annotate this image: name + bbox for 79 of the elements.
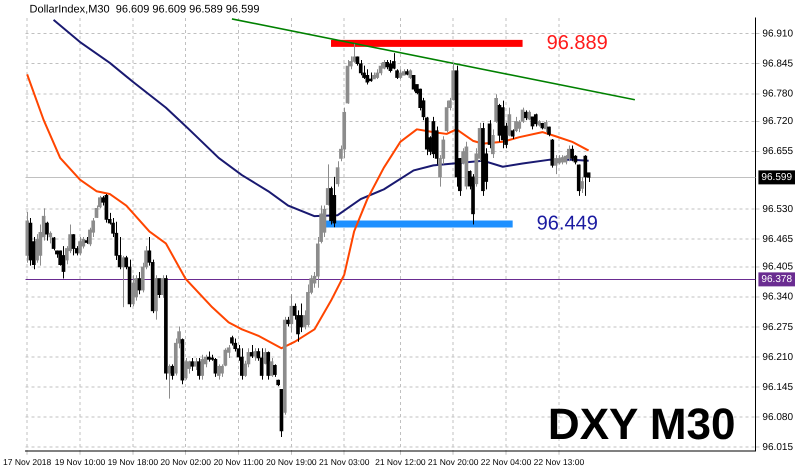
x-tick-label: 22 Nov 13:00: [534, 457, 584, 468]
candlestick: [290, 294, 294, 333]
x-tick-label: 20 Nov 11:00: [214, 457, 264, 468]
candlestick: [378, 62, 382, 76]
x-tick-label: 22 Nov 04:00: [480, 457, 532, 468]
y-tick-label: 96.340: [762, 292, 794, 303]
candlestick: [566, 144, 571, 162]
x-tick-label: 17 Nov 2018: [3, 457, 52, 468]
candlestick: [491, 128, 495, 158]
candlestick: [299, 302, 304, 333]
annotation: 96.889: [546, 32, 608, 54]
x-tick-label: 19 Nov 10:00: [54, 457, 106, 468]
candlestick: [160, 274, 164, 298]
candlestick: [444, 100, 448, 133]
annotation: DXY M30: [548, 400, 736, 449]
candlestick: [273, 364, 277, 378]
x-tick-label: 20 Nov 02:00: [160, 457, 212, 468]
candlestick: [398, 68, 402, 80]
candlestick: [78, 236, 82, 256]
candlestick: [336, 160, 340, 188]
x-tick-label: 21 Nov 20:00: [428, 457, 479, 468]
x-tick-label: 21 Nov 12:00: [375, 457, 426, 468]
y-tick-label: 96.210: [762, 352, 794, 363]
candlestick: [557, 154, 561, 165]
annotation: 96.449: [536, 212, 598, 235]
candlestick: [260, 348, 264, 380]
candlestick: [170, 364, 174, 380]
candlestick: [488, 120, 492, 149]
y-tick-label: 96.910: [762, 28, 794, 40]
candlestick: [508, 107, 512, 137]
x-tick-label: 21 Nov 03:00: [318, 457, 370, 468]
x-tick-label: 20 Nov 19:00: [266, 457, 317, 468]
candlestick: [270, 357, 274, 378]
candlestick: [358, 60, 363, 76]
candlestick: [197, 357, 201, 380]
ref-line-label: 96.599: [761, 172, 792, 184]
candlestick: [514, 116, 518, 133]
candlestick: [240, 348, 244, 380]
candlestick: [412, 74, 416, 92]
x-tick-label: 19 Nov 18:00: [108, 457, 158, 468]
candlestick: [187, 360, 191, 374]
chart-title: DollarIndex,M30 96.609 96.609 96.589 96.599: [30, 4, 260, 16]
candlestick: [52, 236, 56, 251]
candlestick: [48, 230, 52, 244]
y-tick-label: 96.015: [762, 442, 794, 453]
candlestick: [395, 68, 399, 80]
candlestick: [524, 110, 528, 121]
candlestick: [214, 357, 218, 378]
candlestick: [62, 246, 66, 280]
y-tick-label: 96.080: [762, 412, 794, 423]
candlestick: [583, 154, 588, 196]
candlestick: [510, 128, 514, 140]
candlestick: [45, 221, 49, 242]
candlestick: [366, 68, 370, 86]
candlestick: [547, 126, 551, 137]
y-tick-label: 96.845: [762, 58, 794, 70]
candlestick: [200, 354, 204, 380]
candlestick: [534, 113, 538, 128]
candlestick: [190, 357, 194, 372]
candlestick: [385, 60, 389, 70]
y-tick-label: 96.465: [762, 234, 794, 245]
y-tick-label: 96.655: [762, 146, 794, 158]
candlestick: [206, 350, 211, 362]
candlestick: [392, 52, 396, 70]
ref-line-label: 96.378: [761, 274, 792, 286]
candlestick: [138, 272, 142, 295]
candlestick: [530, 116, 534, 130]
y-tick-label: 96.145: [762, 382, 794, 393]
y-tick-label: 96.275: [762, 322, 794, 333]
candlestick: [253, 348, 257, 362]
y-tick-label: 96.720: [762, 116, 794, 128]
candlestick: [131, 274, 135, 307]
candlestick: [263, 348, 267, 365]
y-tick-label: 96.530: [762, 204, 794, 215]
candlestick: [121, 255, 125, 308]
candlestick: [580, 176, 584, 194]
y-tick-label: 96.780: [762, 88, 794, 100]
y-tick-label: 96.405: [762, 262, 794, 273]
candlestick: [72, 234, 76, 256]
